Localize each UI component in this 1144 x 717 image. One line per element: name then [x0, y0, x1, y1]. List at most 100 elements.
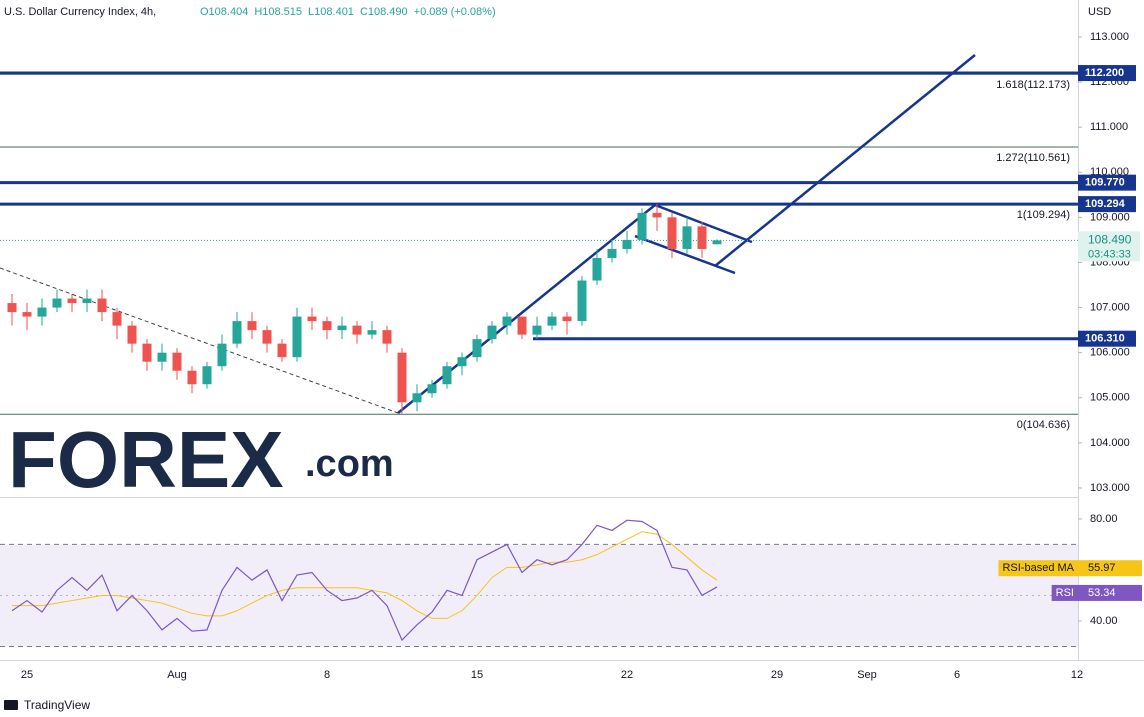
price-tick-label: 105.000 — [1090, 392, 1130, 404]
brand-suffix: .com — [305, 443, 394, 485]
candle-body — [472, 339, 482, 358]
candle-body — [412, 393, 422, 403]
candle-body — [22, 312, 32, 317]
fib-label: 0(104.636) — [1017, 419, 1070, 431]
x-tick-label: 8 — [324, 669, 330, 681]
projection-line — [714, 54, 976, 267]
level-label: 112.200 — [1085, 67, 1124, 79]
footer: TradingView — [24, 698, 90, 712]
rsi-band — [0, 544, 1078, 647]
ohlc-value: L108.401 — [308, 6, 354, 18]
currency: USD — [1088, 6, 1111, 18]
candle-body — [277, 343, 287, 358]
candle-body — [322, 321, 332, 331]
x-tick-label: 22 — [621, 669, 633, 681]
level-label: 109.770 — [1085, 177, 1125, 189]
candle-body — [202, 366, 212, 385]
channel-line — [397, 204, 656, 414]
flag-bottom — [634, 234, 736, 275]
rsi-legend-bg — [1051, 584, 1078, 601]
candle-body — [127, 325, 137, 344]
level-box — [1078, 330, 1136, 347]
candle-body — [52, 298, 62, 308]
trend-drawings — [0, 54, 976, 414]
price-tick-label: 103.000 — [1090, 482, 1130, 494]
price-tick-label: 111.000 — [1090, 121, 1128, 133]
x-tick-label: 15 — [471, 669, 483, 681]
level-box — [1078, 174, 1136, 191]
candle-body — [232, 321, 242, 344]
ohlc-value: O108.404 — [200, 6, 248, 18]
candle-body — [607, 248, 617, 258]
rsi-tick-label: 40.00 — [1090, 615, 1118, 627]
level-box — [1078, 65, 1136, 82]
last-price-box — [1078, 231, 1140, 262]
dashed-trendline — [0, 267, 399, 414]
level-label: 109.294 — [1085, 198, 1126, 210]
x-tick-label: Aug — [167, 669, 187, 681]
x-tick-label: 12 — [1071, 669, 1083, 681]
rsi-legend-name: RSI — [1056, 587, 1074, 599]
x-tick-label: 6 — [954, 669, 960, 681]
candle-body — [652, 212, 662, 218]
ohlc-value: C108.490 — [360, 6, 408, 18]
rsi-line — [11, 519, 718, 642]
x-tick-label: Sep — [857, 669, 877, 681]
candle-body — [442, 366, 452, 385]
candle-body — [337, 325, 347, 331]
rsi-legend-name: RSI-based MA — [1002, 562, 1074, 574]
candle-body — [712, 240, 722, 245]
candle-body — [637, 212, 647, 240]
price-tick-label: 113.000 — [1090, 31, 1129, 43]
brand-logo: FOREX — [8, 415, 284, 504]
level-box — [1078, 196, 1136, 213]
candle-body — [397, 352, 407, 403]
candle-body — [172, 352, 182, 371]
level-label: 106.310 — [1085, 333, 1125, 345]
candle-body — [487, 325, 497, 340]
price-tick-label: 107.000 — [1090, 301, 1130, 313]
ohlc-value: H108.515 — [254, 6, 302, 18]
candle-body — [37, 307, 47, 317]
candle-body — [667, 217, 677, 249]
candle-body — [697, 226, 707, 249]
candle-body — [217, 343, 227, 367]
candle-body — [457, 357, 467, 367]
symbol-title: U.S. Dollar Currency Index, 4h, — [4, 6, 156, 18]
candle-body — [262, 330, 272, 344]
fib-label: 1(109.294) — [1017, 209, 1070, 221]
candle-body — [187, 370, 197, 385]
candle-body — [427, 384, 437, 394]
candle-body — [97, 298, 107, 313]
candle-body — [352, 325, 362, 335]
candle-body — [367, 330, 377, 335]
ohlc-value: +0.089 (+0.08%) — [414, 6, 496, 18]
rsi-value-box — [1078, 584, 1142, 601]
candle-body — [517, 316, 527, 335]
fib-label: 1.618(112.173) — [996, 79, 1070, 91]
rsi-tick-label: 80.00 — [1090, 513, 1118, 525]
price-tick-label: 106.000 — [1090, 347, 1130, 359]
candle-body — [67, 298, 77, 304]
candle-body — [157, 352, 167, 362]
x-tick-label: 29 — [771, 669, 783, 681]
candle-body — [682, 226, 692, 249]
candle-body — [292, 316, 302, 358]
candle-body — [382, 330, 392, 344]
candle-body — [622, 239, 632, 249]
candle-body — [82, 298, 92, 304]
candle-body — [307, 316, 317, 322]
rsi-value-label: 55.97 — [1088, 562, 1116, 574]
candle-body — [112, 312, 122, 326]
rsi-legend-bg — [998, 560, 1078, 577]
candle-body — [142, 343, 152, 362]
candle-body — [502, 316, 512, 326]
fib-label: 1.272(110.561) — [996, 152, 1070, 164]
flag-top — [654, 203, 753, 244]
candle-body — [592, 257, 602, 281]
rsi-value-box — [1078, 560, 1142, 577]
footer-icon — [4, 700, 18, 710]
last-price-label: 108.490 — [1088, 233, 1132, 247]
